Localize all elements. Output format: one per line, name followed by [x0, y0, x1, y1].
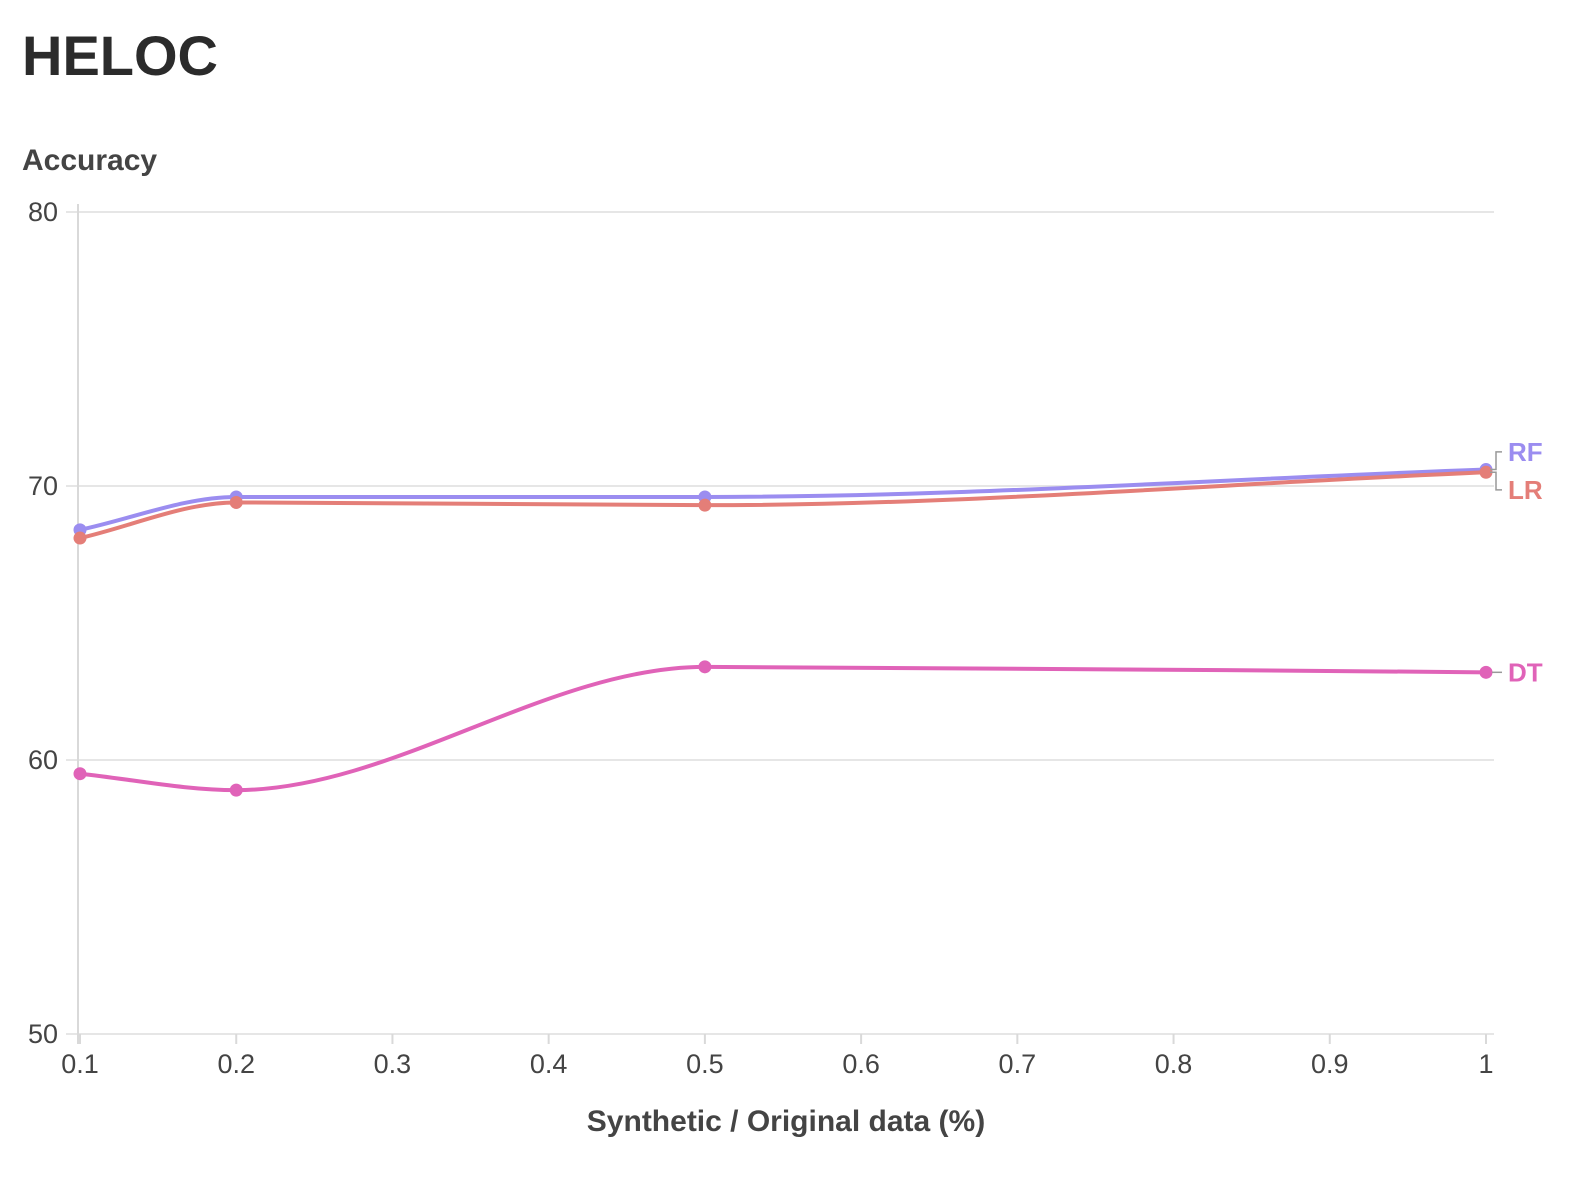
grid-layer — [66, 211, 1494, 1035]
y-tick-label: 50 — [28, 1019, 58, 1049]
x-tick-label: 0.6 — [842, 1049, 880, 1079]
x-tick-label: 0.9 — [1311, 1049, 1349, 1079]
y-tick-label: 60 — [28, 745, 58, 775]
y-tick-label: 80 — [28, 197, 58, 227]
series-layer — [73, 463, 1493, 797]
data-point-lr — [698, 498, 712, 512]
x-tick-label: 0.3 — [374, 1049, 412, 1079]
y-tick-label: 70 — [28, 471, 58, 501]
x-tick-label: 0.4 — [530, 1049, 568, 1079]
data-point-lr — [73, 531, 87, 545]
series-line-lr — [78, 470, 1488, 541]
x-tick-label: 1 — [1478, 1049, 1493, 1079]
data-point-dt — [229, 783, 243, 797]
axis-layer: 50 60 70 80 0.1 0.2 0.3 0.4 0.5 0.6 0.7 0.8 0.9 1 — [28, 197, 1494, 1079]
data-point-lr — [229, 495, 243, 509]
label-connector-lr — [1490, 471, 1502, 491]
series-line-dt — [78, 664, 1488, 793]
y-axis-label: Accuracy — [22, 144, 157, 177]
chart-title: HELOC — [22, 24, 218, 87]
series-line-rf — [78, 467, 1488, 532]
series-label-layer: RF LR DT — [1490, 437, 1543, 687]
data-point-lr — [1479, 465, 1493, 479]
x-tick-label: 0.5 — [686, 1049, 724, 1079]
data-point-dt — [73, 767, 87, 781]
series-label-rf: RF — [1508, 437, 1543, 467]
x-tick-label: 0.1 — [61, 1049, 99, 1079]
x-tick-label: 0.8 — [1155, 1049, 1193, 1079]
series-label-dt: DT — [1508, 657, 1543, 687]
x-tick-label: 0.2 — [217, 1049, 255, 1079]
data-point-dt — [1479, 665, 1493, 679]
series-label-lr: LR — [1508, 475, 1543, 505]
label-connector-rf — [1490, 451, 1502, 471]
x-axis-label: Synthetic / Original data (%) — [587, 1105, 985, 1138]
x-tick-label: 0.7 — [999, 1049, 1037, 1079]
data-point-dt — [698, 660, 712, 674]
